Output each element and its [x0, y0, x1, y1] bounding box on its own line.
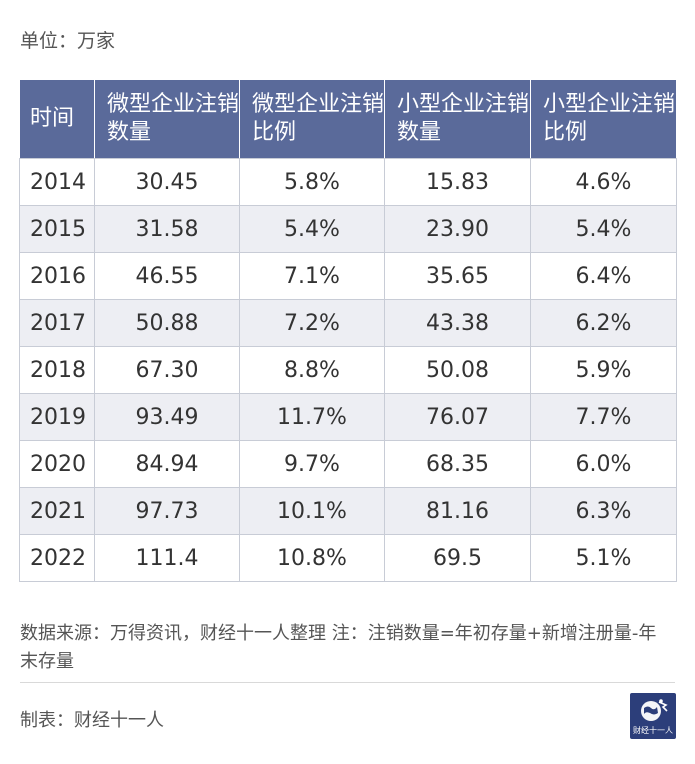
table-cell: 69.5 — [384, 534, 531, 582]
source-note: 数据来源：万得资讯，财经十一人整理 注：注销数量=年初存量+新增注册量-年末存量 — [20, 623, 657, 672]
table-cell: 30.45 — [94, 158, 240, 206]
table-cell: 8.8% — [239, 346, 385, 394]
table-cell: 76.07 — [384, 393, 531, 441]
column-header: 微型企业注销数量 — [94, 79, 240, 159]
unit-label: 单位：万家 — [20, 30, 116, 52]
table-cell: 11.7% — [239, 393, 385, 441]
year-cell: 2020 — [19, 440, 95, 488]
column-header: 小型企业注销数量 — [384, 79, 531, 159]
table-cell: 7.2% — [239, 299, 385, 347]
table-cell: 50.88 — [94, 299, 240, 347]
table-cell: 97.73 — [94, 487, 240, 535]
table-cell: 9.7% — [239, 440, 385, 488]
column-header: 时间 — [19, 79, 95, 159]
year-cell: 2016 — [19, 252, 95, 300]
table-row: 2015 31.58 5.4% 23.90 5.4% — [19, 205, 677, 253]
table-cell: 23.90 — [384, 205, 531, 253]
table-row: 2018 67.30 8.8% 50.08 5.9% — [19, 346, 677, 394]
globe-runner-logo-icon: 财经十一人 — [633, 699, 673, 735]
divider — [20, 682, 675, 683]
table-cell: 5.4% — [239, 205, 385, 253]
table-cell: 31.58 — [94, 205, 240, 253]
table-cell: 6.0% — [530, 440, 677, 488]
table-cell: 10.1% — [239, 487, 385, 535]
table-cell: 15.83 — [384, 158, 531, 206]
year-cell: 2018 — [19, 346, 95, 394]
table-cell: 84.94 — [94, 440, 240, 488]
table-cell: 5.1% — [530, 534, 677, 582]
table-cell: 111.4 — [94, 534, 240, 582]
column-header: 小型企业注销比例 — [530, 79, 677, 159]
table-row: 2020 84.94 9.7% 68.35 6.0% — [19, 440, 677, 488]
logo-text: 财经十一人 — [633, 725, 673, 735]
year-cell: 2014 — [19, 158, 95, 206]
table-cell: 67.30 — [94, 346, 240, 394]
table-row: 2014 30.45 5.8% 15.83 4.6% — [19, 158, 677, 206]
table-cell: 5.9% — [530, 346, 677, 394]
table-cell: 93.49 — [94, 393, 240, 441]
table-cell: 68.35 — [384, 440, 531, 488]
table-cell: 4.6% — [530, 158, 677, 206]
table-cell: 7.7% — [530, 393, 677, 441]
table-cell: 5.4% — [530, 205, 677, 253]
table-row: 2022 111.4 10.8% 69.5 5.1% — [19, 534, 677, 582]
table-cell: 43.38 — [384, 299, 531, 347]
year-cell: 2015 — [19, 205, 95, 253]
credit-label: 制表：财经十一人 — [20, 710, 164, 731]
table-row: 2021 97.73 10.1% 81.16 6.3% — [19, 487, 677, 535]
table-cell: 6.2% — [530, 299, 677, 347]
year-cell: 2017 — [19, 299, 95, 347]
table-cell: 46.55 — [94, 252, 240, 300]
brand-logo: 财经十一人 — [630, 693, 676, 739]
table-cell: 6.4% — [530, 252, 677, 300]
table-row: 2019 93.49 11.7% 76.07 7.7% — [19, 393, 677, 441]
table-cell: 5.8% — [239, 158, 385, 206]
table-cell: 10.8% — [239, 534, 385, 582]
year-cell: 2022 — [19, 534, 95, 582]
table-cell: 50.08 — [384, 346, 531, 394]
table-cell: 6.3% — [530, 487, 677, 535]
year-cell: 2019 — [19, 393, 95, 441]
table-cell: 81.16 — [384, 487, 531, 535]
table-cell: 35.65 — [384, 252, 531, 300]
table-row: 2016 46.55 7.1% 35.65 6.4% — [19, 252, 677, 300]
table-cell: 7.1% — [239, 252, 385, 300]
column-header: 微型企业注销比例 — [239, 79, 385, 159]
table-header-row: 时间 微型企业注销数量 微型企业注销比例 小型企业注销数量 小型企业注销比例 — [19, 79, 677, 159]
data-table: 时间 微型企业注销数量 微型企业注销比例 小型企业注销数量 小型企业注销比例 2… — [19, 79, 677, 582]
table-row: 2017 50.88 7.2% 43.38 6.2% — [19, 299, 677, 347]
year-cell: 2021 — [19, 487, 95, 535]
